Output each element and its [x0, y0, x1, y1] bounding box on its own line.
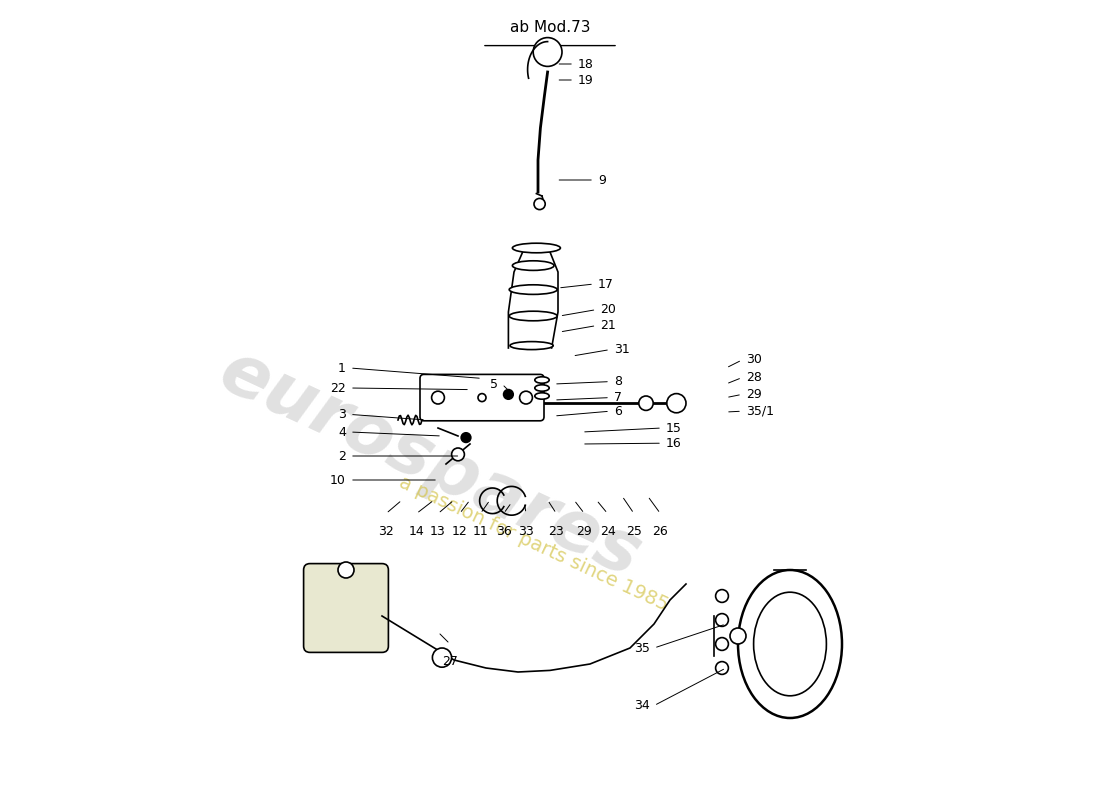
Circle shape	[716, 614, 728, 626]
Circle shape	[716, 638, 728, 650]
Text: 26: 26	[652, 525, 669, 538]
Text: 2: 2	[338, 450, 346, 462]
Ellipse shape	[754, 592, 826, 696]
Text: a passion for parts since 1985: a passion for parts since 1985	[396, 473, 672, 615]
Circle shape	[338, 562, 354, 578]
Text: ab Mod.73: ab Mod.73	[509, 20, 591, 35]
Text: 16: 16	[666, 437, 682, 450]
Circle shape	[534, 198, 546, 210]
Text: 30: 30	[746, 354, 762, 366]
Text: 4: 4	[338, 426, 346, 438]
Text: 28: 28	[746, 371, 762, 384]
Text: 25: 25	[626, 525, 642, 538]
Text: 19: 19	[578, 74, 594, 86]
Text: 21: 21	[601, 319, 616, 332]
Ellipse shape	[738, 570, 842, 718]
Text: 32: 32	[378, 525, 394, 538]
Ellipse shape	[509, 285, 558, 294]
Text: 10: 10	[330, 474, 346, 486]
Text: 9: 9	[598, 174, 606, 186]
FancyBboxPatch shape	[420, 374, 544, 421]
Circle shape	[478, 394, 486, 402]
Circle shape	[432, 648, 452, 667]
Text: 18: 18	[578, 58, 594, 70]
Ellipse shape	[535, 385, 549, 391]
Text: 13: 13	[430, 525, 446, 538]
Text: 36: 36	[496, 525, 512, 538]
FancyBboxPatch shape	[304, 563, 388, 653]
Ellipse shape	[513, 261, 554, 270]
Circle shape	[639, 396, 653, 410]
Text: 7: 7	[614, 391, 622, 404]
Text: 33: 33	[518, 525, 534, 538]
Ellipse shape	[535, 393, 549, 399]
Ellipse shape	[535, 377, 549, 383]
Ellipse shape	[509, 311, 558, 321]
Circle shape	[461, 433, 471, 442]
Circle shape	[504, 390, 514, 399]
Text: 1: 1	[338, 362, 346, 374]
Text: 14: 14	[408, 525, 425, 538]
Circle shape	[534, 38, 562, 66]
Text: 31: 31	[614, 343, 629, 356]
Text: 22: 22	[330, 382, 346, 394]
Circle shape	[730, 628, 746, 644]
Circle shape	[716, 662, 728, 674]
Text: 17: 17	[598, 278, 614, 290]
Circle shape	[667, 394, 686, 413]
Text: 20: 20	[601, 303, 616, 316]
Circle shape	[452, 448, 464, 461]
Ellipse shape	[510, 342, 553, 350]
Circle shape	[519, 391, 532, 404]
Text: 15: 15	[666, 422, 682, 434]
Text: 23: 23	[549, 525, 564, 538]
Text: 8: 8	[614, 375, 622, 388]
Text: 24: 24	[600, 525, 616, 538]
Text: 6: 6	[614, 405, 622, 418]
Text: 27: 27	[442, 655, 458, 668]
Text: 29: 29	[746, 388, 761, 401]
Ellipse shape	[513, 243, 560, 253]
Text: 3: 3	[338, 408, 346, 421]
Text: 35/1: 35/1	[746, 405, 774, 418]
Text: eurospares: eurospares	[208, 336, 651, 592]
Text: 29: 29	[576, 525, 592, 538]
Circle shape	[716, 590, 728, 602]
Circle shape	[431, 391, 444, 404]
Text: 35: 35	[634, 642, 650, 654]
Text: 11: 11	[473, 525, 488, 538]
Text: 12: 12	[452, 525, 468, 538]
Text: 5: 5	[490, 378, 498, 390]
Text: 34: 34	[635, 699, 650, 712]
